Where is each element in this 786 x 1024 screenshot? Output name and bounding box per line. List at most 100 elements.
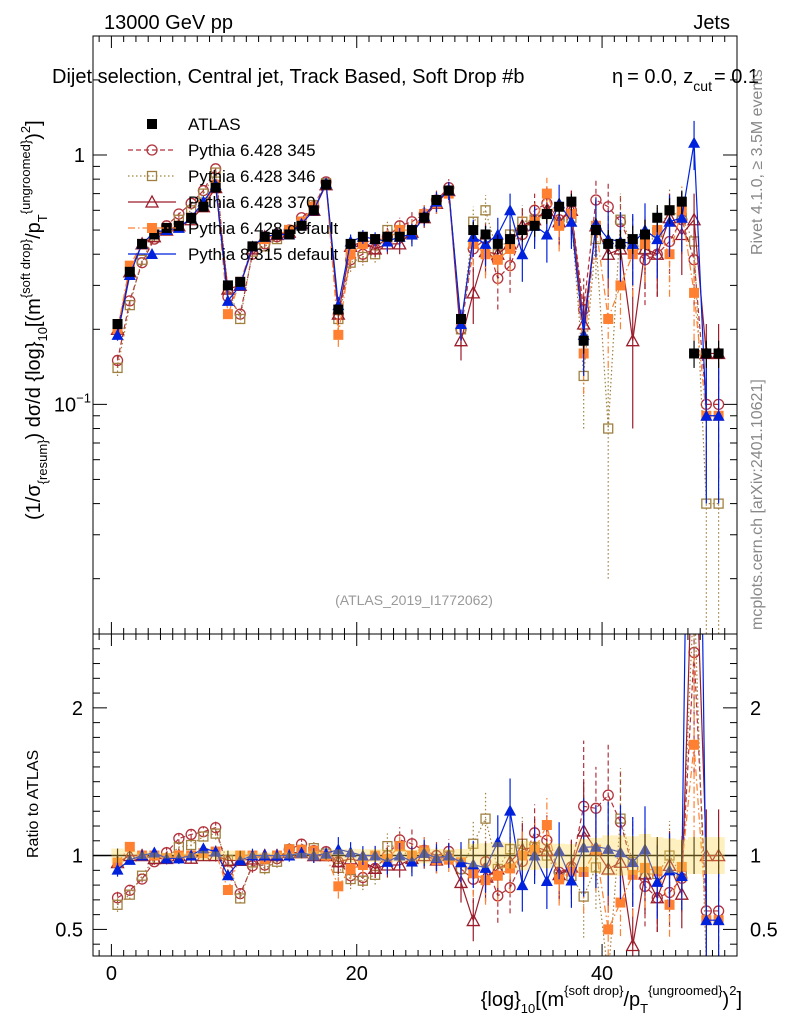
data-point bbox=[124, 260, 135, 271]
legend-entry: Pythia 6.428 default bbox=[128, 219, 339, 238]
ratio-point bbox=[185, 828, 197, 841]
ratio-point bbox=[111, 863, 124, 875]
band-segment bbox=[503, 842, 517, 869]
legend-marker bbox=[144, 194, 160, 208]
ratio-point bbox=[702, 962, 711, 971]
ratio-ylabel: Ratio to ATLAS bbox=[25, 750, 42, 858]
legend-label: ATLAS bbox=[188, 115, 241, 134]
band-segment bbox=[332, 849, 345, 862]
ratio-point bbox=[712, 914, 725, 926]
band-segment bbox=[270, 852, 284, 859]
data-point bbox=[124, 266, 135, 277]
band-segment bbox=[283, 852, 296, 859]
legend-entry: ATLAS bbox=[147, 115, 241, 134]
data-point bbox=[505, 234, 516, 245]
band-segment bbox=[344, 848, 357, 863]
data-point bbox=[382, 231, 393, 242]
legend-entry: Pythia 6.428 346 bbox=[128, 167, 316, 186]
data-point bbox=[480, 205, 491, 216]
ratio-point bbox=[235, 893, 246, 904]
data-point bbox=[392, 236, 407, 250]
ratio-point bbox=[295, 846, 308, 858]
band-segment bbox=[626, 836, 639, 875]
data-point bbox=[480, 229, 491, 240]
band-segment bbox=[675, 839, 688, 872]
data-point bbox=[406, 225, 417, 236]
ratio-point bbox=[688, 490, 700, 501]
ratio-point bbox=[675, 870, 688, 882]
data-point bbox=[651, 233, 664, 245]
band-segment bbox=[687, 837, 701, 875]
ratio-frame bbox=[92, 633, 738, 957]
ratio-point bbox=[210, 821, 222, 834]
data-point bbox=[333, 329, 344, 340]
band-segment bbox=[381, 849, 394, 862]
data-point bbox=[492, 238, 503, 249]
data-point bbox=[540, 228, 553, 240]
data-point bbox=[431, 194, 442, 205]
data-point bbox=[419, 212, 430, 223]
ratio-ytick-label: 0.5 bbox=[55, 919, 83, 941]
data-point bbox=[111, 354, 124, 367]
data-point bbox=[640, 229, 650, 240]
ratio-panel: 0 20 40 0.5 0.5 1 1 2 2 bbox=[55, 634, 778, 985]
data-point bbox=[124, 299, 135, 311]
ratio-point bbox=[124, 889, 135, 900]
ratio-point bbox=[690, 583, 699, 592]
legend-label: Pythia 6.428 370 bbox=[188, 193, 316, 212]
legend-label: Pythia 6.428 default bbox=[188, 219, 339, 238]
data-point bbox=[627, 234, 638, 245]
data-point bbox=[712, 409, 725, 421]
ratio-point bbox=[185, 839, 197, 851]
data-point bbox=[222, 280, 233, 291]
band-segment bbox=[479, 843, 492, 868]
legend-label: Pythia 6.428 346 bbox=[188, 167, 316, 186]
ratio-point bbox=[368, 861, 383, 875]
data-point bbox=[247, 241, 258, 252]
ratio-point bbox=[453, 875, 469, 889]
data-point bbox=[186, 212, 197, 223]
data-point bbox=[345, 249, 356, 260]
data-point bbox=[492, 254, 503, 265]
ratio-point bbox=[210, 828, 221, 839]
ratio-point bbox=[209, 845, 222, 857]
band-segment bbox=[454, 848, 468, 863]
ratio-point bbox=[615, 897, 626, 908]
data-point bbox=[603, 423, 614, 434]
band-segment bbox=[356, 849, 369, 862]
data-point bbox=[456, 313, 466, 324]
data-point bbox=[221, 294, 234, 306]
xtick-label: 40 bbox=[591, 963, 613, 985]
data-point bbox=[516, 248, 529, 260]
ratio-plot-area bbox=[93, 490, 737, 971]
legend-marker bbox=[146, 170, 158, 182]
energy-label: 13000 GeV pp bbox=[104, 12, 233, 34]
band-segment bbox=[442, 849, 455, 862]
data-point bbox=[149, 229, 160, 240]
band-segment bbox=[540, 842, 553, 869]
legend-entry: Pythia 6.428 345 bbox=[128, 141, 316, 160]
data-point bbox=[689, 287, 700, 298]
band-segment bbox=[172, 852, 185, 859]
legend-marker bbox=[147, 119, 157, 129]
ratio-point bbox=[714, 962, 723, 971]
data-point bbox=[603, 313, 614, 324]
band-segment bbox=[319, 851, 333, 860]
band-segment bbox=[491, 842, 504, 869]
data-point bbox=[222, 309, 233, 320]
data-point bbox=[137, 238, 148, 249]
data-point bbox=[566, 196, 577, 207]
data-point bbox=[345, 238, 356, 249]
data-point bbox=[565, 215, 578, 227]
ratio-point bbox=[491, 836, 504, 848]
data-point bbox=[112, 362, 123, 374]
ratio-point bbox=[480, 813, 491, 824]
ratio-point bbox=[651, 875, 664, 887]
data-point bbox=[185, 197, 197, 209]
atlas-uncertainty-band bbox=[111, 834, 725, 878]
band-segment bbox=[369, 849, 382, 862]
data-point bbox=[357, 251, 369, 263]
data-point bbox=[235, 313, 246, 325]
band-segment bbox=[295, 852, 308, 859]
ratio-point bbox=[136, 870, 148, 881]
